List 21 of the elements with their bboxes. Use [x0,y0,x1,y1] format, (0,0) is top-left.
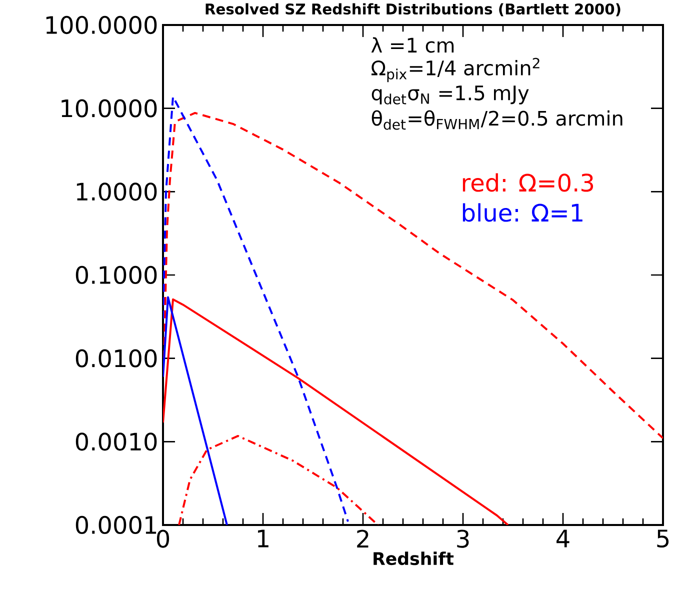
annotation: θ$_{det}$=θ$_{FWHM}$/2=0.5 arcmin [372,110,622,130]
annotation: λ =1 cm [371,37,454,53]
y-tick-label: 100.0000 [46,16,157,34]
y-tick-label: 1.0000 [76,182,157,201]
x-tick-label: 1 [258,530,268,548]
annotation: q$_{det}$σ$_{N}$ =1.5 mJy [372,86,529,104]
y-tick-label: 0.0001 [76,516,156,534]
x-tick-label: 2 [357,530,368,548]
y-tick-label: 0.0010 [76,432,157,451]
annotation: Ω$_{pix}$=1/4 arcmin$^{2}$ [372,58,540,82]
annotation: blue: Ω=1 [462,203,582,222]
x-tick-label: 3 [457,530,469,548]
x-tick-label: 5 [657,530,669,548]
y-tick-label: 10.0000 [62,99,157,118]
annotation: red: Ω=0.3 [462,173,594,192]
x-axis-title: Redshift [374,552,454,566]
x-tick-label: 0 [156,530,170,548]
y-tick-label: 0.1000 [76,266,157,284]
chart-title: Resolved SZ Redshift Distributions (Bartlett 2000) [206,3,620,16]
y-tick-label: 0.0100 [76,349,157,368]
x-tick-label: 4 [556,530,570,548]
